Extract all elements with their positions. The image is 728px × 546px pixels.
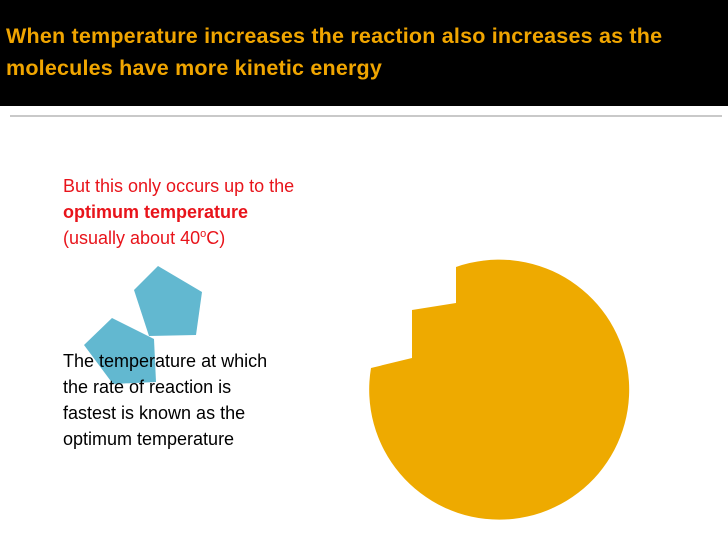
note-line-4: optimum temperature [63,429,235,449]
substrate-pentagon-lower [84,318,156,384]
note-line-3: fastest is known as the [63,403,246,423]
optimum-intro-text: But this only occurs up to the optimum t… [63,173,393,251]
title-bar: When temperature increases the reaction … [0,0,728,106]
degree-superscript: o [200,228,207,240]
title-divider [10,115,722,117]
intro-line-3-prefix: (usually about 40 [63,228,201,248]
intro-line-2-emphasis: optimum temperature [63,202,249,222]
intro-line-1: But this only occurs up to the [63,176,295,196]
intro-line-3-suffix: C) [206,228,226,248]
note-line-2: the rate of reaction is [63,377,232,397]
enzyme-shape [369,259,630,520]
note-line-1: The temperature at which [63,351,268,371]
optimum-definition-text: The temperature at which the rate of rea… [63,348,353,452]
substrate-pentagon-upper [134,266,202,336]
slide-title: When temperature increases the reaction … [6,24,663,80]
intro-line-3: (usually about 40oC) [63,225,393,251]
